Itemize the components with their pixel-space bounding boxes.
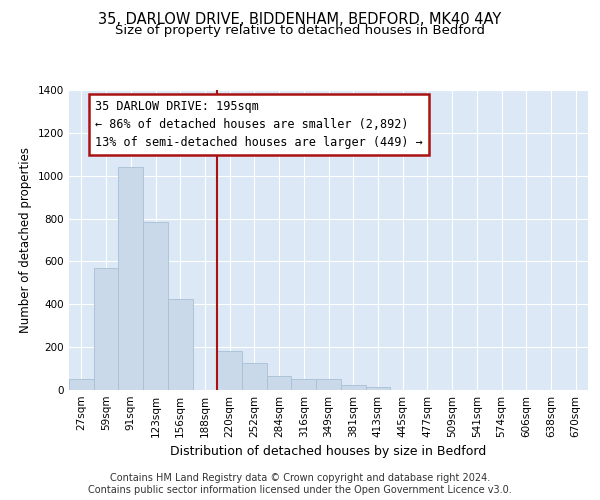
Bar xyxy=(118,167,143,390)
Bar xyxy=(94,268,118,390)
Text: 35, DARLOW DRIVE, BIDDENHAM, BEDFORD, MK40 4AY: 35, DARLOW DRIVE, BIDDENHAM, BEDFORD, MK… xyxy=(98,12,502,28)
Bar xyxy=(267,376,292,390)
Bar xyxy=(69,380,94,390)
X-axis label: Distribution of detached houses by size in Bedford: Distribution of detached houses by size … xyxy=(170,446,487,458)
Bar xyxy=(292,380,316,390)
Bar xyxy=(143,222,168,390)
Bar xyxy=(316,380,341,390)
Text: Contains HM Land Registry data © Crown copyright and database right 2024.
Contai: Contains HM Land Registry data © Crown c… xyxy=(88,474,512,495)
Bar xyxy=(365,387,390,390)
Bar xyxy=(242,363,267,390)
Bar xyxy=(217,352,242,390)
Y-axis label: Number of detached properties: Number of detached properties xyxy=(19,147,32,333)
Bar xyxy=(168,299,193,390)
Bar xyxy=(341,384,365,390)
Text: Size of property relative to detached houses in Bedford: Size of property relative to detached ho… xyxy=(115,24,485,37)
Text: 35 DARLOW DRIVE: 195sqm
← 86% of detached houses are smaller (2,892)
13% of semi: 35 DARLOW DRIVE: 195sqm ← 86% of detache… xyxy=(95,100,422,148)
